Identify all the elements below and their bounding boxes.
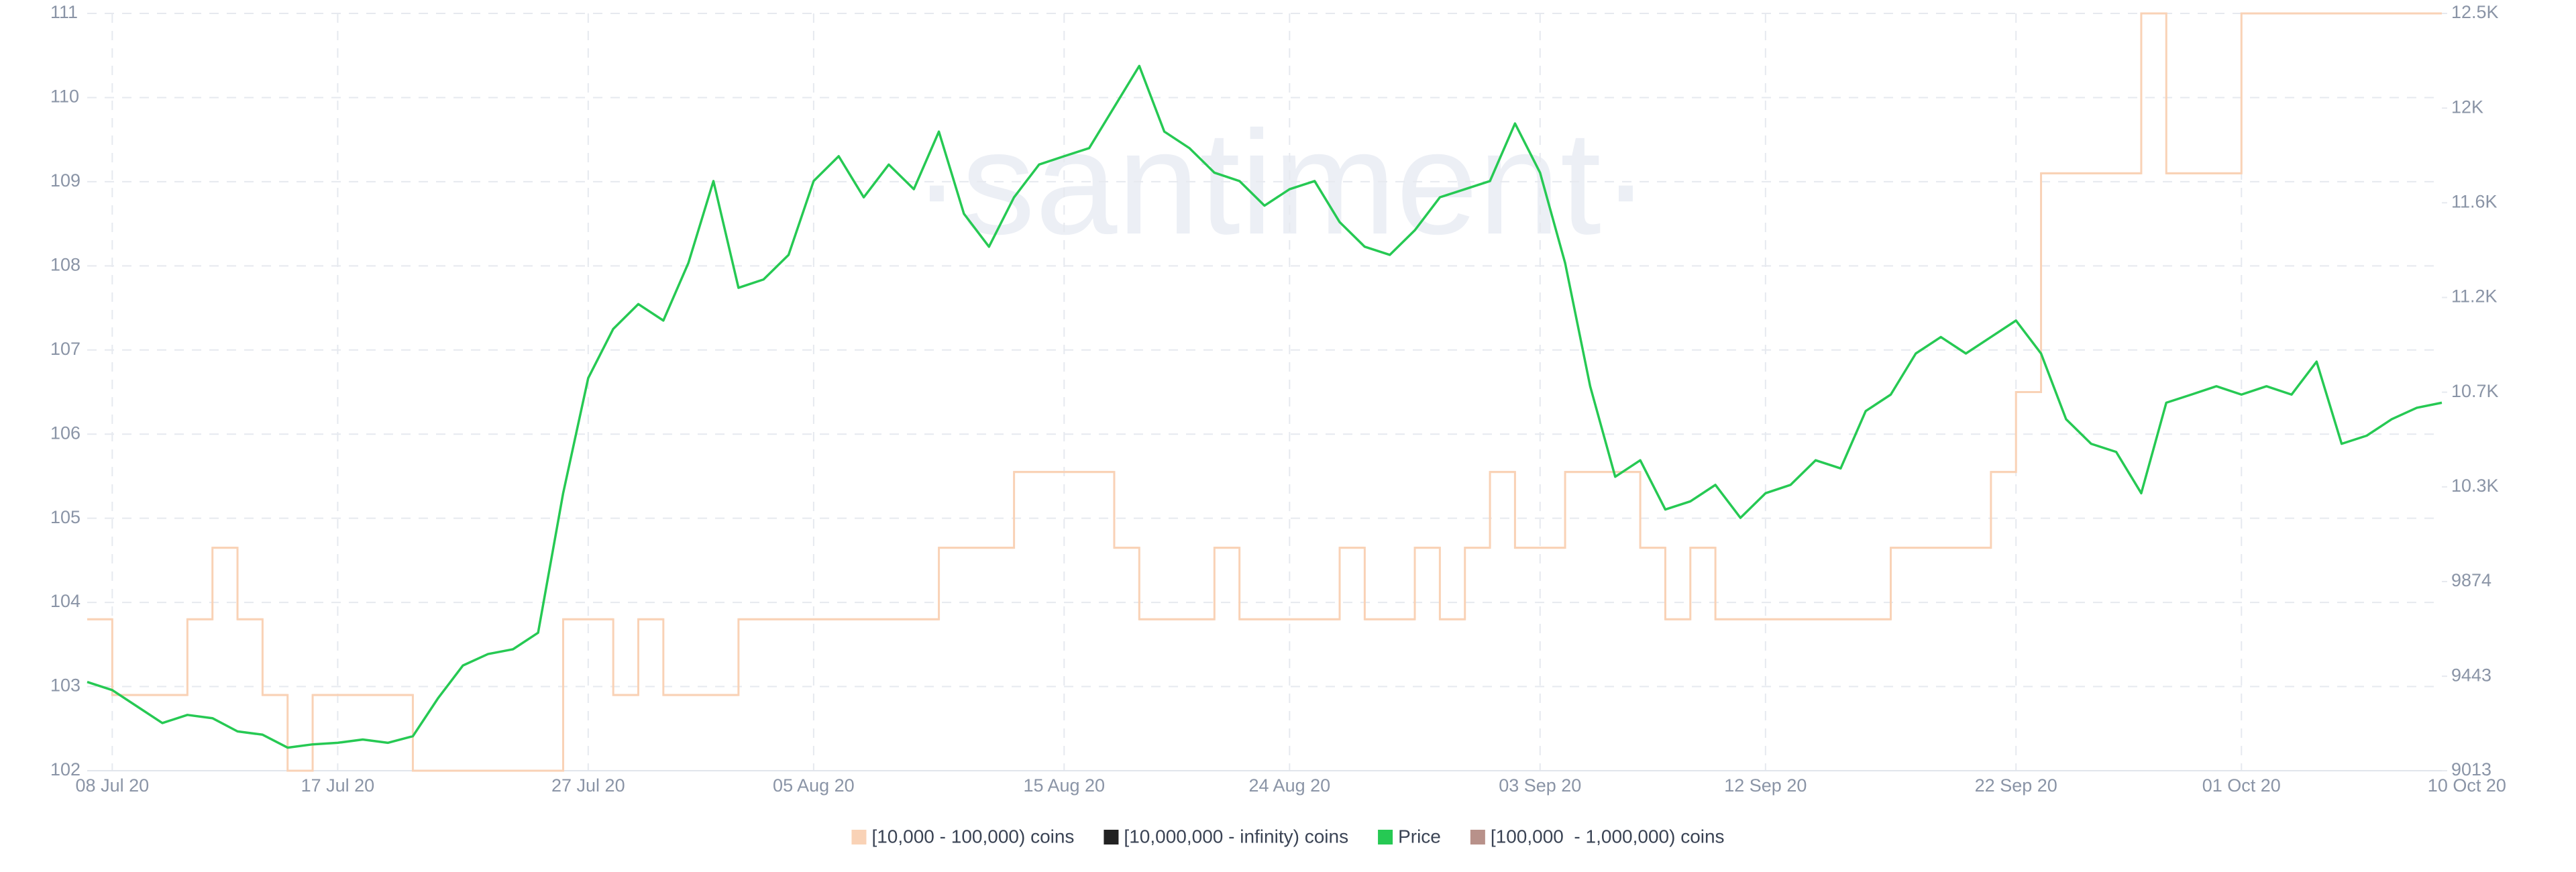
price-line — [87, 64, 2443, 749]
y2-tick-label: 11.2K — [2451, 286, 2498, 307]
x-tick-label: 01 Oct 20 — [2202, 775, 2281, 796]
legend-label: [100,000 - 1,000,000) coins — [1491, 826, 1725, 847]
x-tick-label: 10 Oct 20 — [2428, 775, 2506, 796]
y2-tick-label: 12K — [2451, 97, 2483, 117]
y2-tick-label: 12.5K — [2451, 2, 2499, 22]
y2-tick-label: 9443 — [2451, 665, 2491, 685]
legend-swatch — [851, 830, 867, 844]
y-tick-label: 111 — [50, 2, 78, 22]
x-tick-label: 08 Jul 20 — [76, 775, 150, 796]
x-tick-label: 03 Sep 20 — [1499, 775, 1581, 796]
x-tick-label: 12 Sep 20 — [1724, 775, 1807, 796]
y-tick-label: 105 — [50, 507, 80, 527]
legend-label: [10,000 - 100,000) coins — [871, 826, 1074, 847]
x-tick-label: 15 Aug 20 — [1023, 775, 1105, 796]
step-connector — [87, 12, 2442, 772]
y-tick-label: 102 — [50, 759, 80, 779]
x-tick-label: 05 Aug 20 — [773, 775, 855, 796]
legend-label: Price — [1398, 826, 1441, 847]
y2-tick-label: 11.6K — [2451, 191, 2498, 211]
x-tick-label: 27 Jul 20 — [551, 775, 625, 796]
y2-tick-label: 10.3K — [2451, 476, 2499, 496]
x-tick-label: 22 Sep 20 — [1975, 775, 2057, 796]
y2-tick-label: 10.7K — [2451, 381, 2499, 401]
legend: [10,000 - 100,000) coins [10,000,000 - in… — [851, 826, 1725, 847]
y-tick-label: 110 — [50, 87, 79, 107]
legend-swatch — [1470, 830, 1485, 844]
y-tick-label: 108 — [50, 254, 80, 274]
y-tick-label: 107 — [50, 339, 80, 359]
legend-swatch — [1104, 830, 1119, 844]
y-tick-label: 104 — [50, 591, 80, 611]
watermark: ·santiment· — [912, 100, 1650, 265]
y2-tick-label: 9874 — [2451, 570, 2491, 590]
y-tick-label: 103 — [50, 675, 80, 696]
y-tick-label: 109 — [50, 170, 80, 190]
y-tick-label: 106 — [50, 423, 80, 443]
legend-swatch — [1378, 830, 1393, 844]
legend-label: [10,000,000 - infinity) coins — [1124, 826, 1348, 847]
x-tick-label: 24 Aug 20 — [1249, 775, 1331, 796]
x-tick-label: 17 Jul 20 — [301, 775, 375, 796]
y2-tick-label: 9013 — [2451, 759, 2491, 779]
